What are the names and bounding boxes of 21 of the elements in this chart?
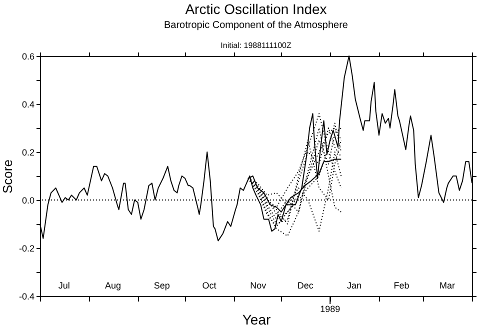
y-tick-label: -0.4 [18, 292, 34, 302]
x-tick-label: Nov [250, 280, 267, 290]
x-tick-label: Mar [440, 280, 456, 290]
y-tick-label: 0.0 [22, 196, 34, 206]
x-tick-label: Dec [297, 280, 314, 290]
x-tick-label: Oct [202, 280, 217, 290]
text: 1989 [320, 304, 340, 314]
y-axis-title: Score [0, 160, 15, 194]
y-tick-label: -0.2 [18, 244, 34, 254]
x-tick-label: Jan [346, 280, 362, 290]
text: Initial: 1988111100Z [220, 41, 292, 50]
x-tick-label: Sep [154, 280, 170, 290]
y-tick-label: 0.6 [22, 52, 34, 62]
x-axis-title: Year [242, 312, 271, 328]
y-tick-label: 0.4 [22, 100, 34, 110]
x-tick-label: Jul [58, 280, 70, 290]
x-tick-label: Feb [394, 280, 410, 290]
x-tick-label: Aug [105, 280, 122, 290]
chart-subtitle: Barotropic Component of the Atmosphere [164, 20, 348, 31]
chart-title: Arctic Oscillation Index [185, 1, 327, 17]
y-tick-label: 0.2 [22, 148, 34, 158]
